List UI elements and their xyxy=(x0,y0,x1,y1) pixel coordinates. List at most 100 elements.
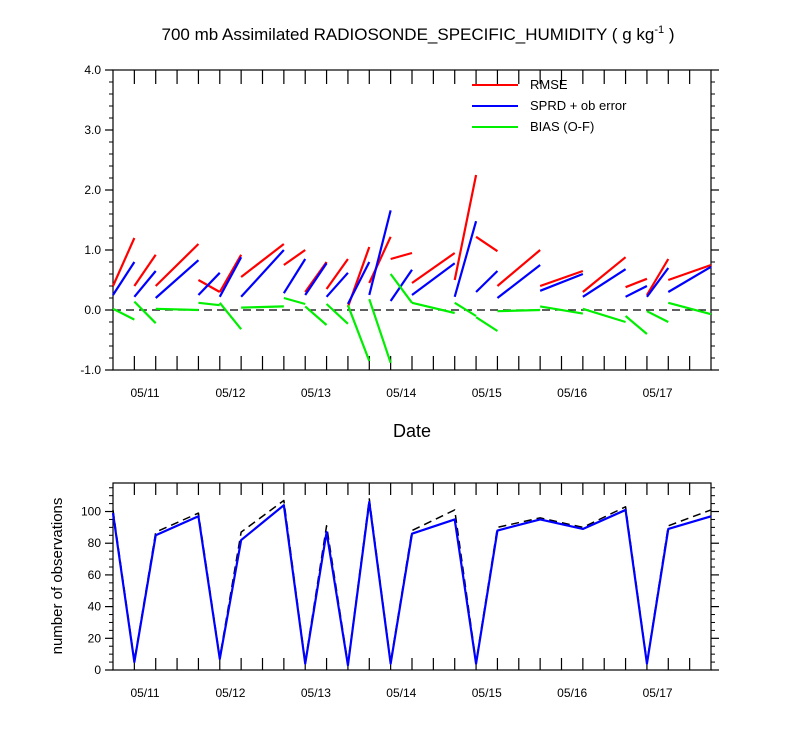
series-line-segment xyxy=(368,236,392,284)
legend-label: BIAS (O-F) xyxy=(530,119,594,134)
series-line-segment xyxy=(497,308,541,313)
legend-label: SPRD + ob error xyxy=(530,98,627,113)
series-line-segment xyxy=(218,256,243,298)
x-tick-label: 05/11 xyxy=(130,686,159,700)
series-line-segment xyxy=(539,272,584,292)
series-line-segment xyxy=(283,249,306,266)
series-line-segment xyxy=(582,268,627,298)
series-sprd-ob-error xyxy=(112,210,712,305)
series-line-segment xyxy=(197,279,221,293)
series-line-segment xyxy=(325,258,349,290)
series-line-segment xyxy=(241,305,284,309)
y-tick-label: 40 xyxy=(88,600,102,614)
series-line-segment xyxy=(475,270,499,293)
series-line-segment xyxy=(133,270,157,298)
series-line-segment xyxy=(389,273,413,304)
series-line-segment xyxy=(411,301,455,315)
series-line-segment xyxy=(197,272,221,296)
series-line-segment xyxy=(582,256,627,293)
series-line-segment xyxy=(240,249,285,298)
series-line-segment xyxy=(646,267,670,298)
observations-panel: 0 20 40 60 80 100 05/11 05/12 05/13 05/14 05/15 05/… xyxy=(81,482,719,700)
series-line-segment xyxy=(218,254,243,293)
series-line-segment xyxy=(539,305,584,315)
series-line-segment xyxy=(155,307,199,312)
observations-solid-line xyxy=(111,500,712,667)
x-tick-label: 05/14 xyxy=(386,686,416,700)
x-tick-label: 05/13 xyxy=(301,686,331,700)
x-tick-label: 05/16 xyxy=(557,386,587,400)
series-line-segment xyxy=(112,307,135,321)
series-line-segment xyxy=(582,307,626,324)
series-line-segment xyxy=(325,303,349,325)
series-line-segment xyxy=(625,285,648,298)
series-line-segment xyxy=(390,251,413,261)
y-tick-label: 80 xyxy=(88,536,102,550)
chart-title: 700 mb Assimilated RADIOSONDE_SPECIFIC_H… xyxy=(162,24,675,44)
series-line-segment xyxy=(282,258,307,294)
y-tick-label: 20 xyxy=(88,631,102,645)
y-tick-label: 2.0 xyxy=(84,183,101,197)
series-line-segment xyxy=(346,304,371,362)
x-tick-label: 05/17 xyxy=(643,686,673,700)
x-tick-label: 05/16 xyxy=(557,686,587,700)
series-line-segment xyxy=(112,261,136,296)
y-tick-label: 100 xyxy=(81,505,101,519)
series-line-segment xyxy=(668,301,712,316)
humidity-stats-panel: -1.0 0.0 1.0 2.0 3.0 4.0 05/11 05/12 05/13 05/14 0… xyxy=(80,63,719,400)
observations-dashed-line xyxy=(112,498,712,665)
series-line-segment xyxy=(389,269,413,302)
series-line-segment xyxy=(475,316,499,332)
y-tick-label: 60 xyxy=(88,568,102,582)
x-tick-label: 05/17 xyxy=(643,386,673,400)
series-line-segment xyxy=(453,174,478,281)
series-bias-o-f xyxy=(112,273,712,364)
x-tick-label: 05/12 xyxy=(215,386,245,400)
x-tick-label: 05/15 xyxy=(472,686,502,700)
series-line-segment xyxy=(346,261,371,305)
series-line-segment xyxy=(325,272,349,298)
y-tick-label: -1.0 xyxy=(80,363,101,377)
y-tick-label: 4.0 xyxy=(84,63,101,77)
series-line-segment xyxy=(198,301,220,307)
y-tick-label: 0.0 xyxy=(84,303,101,317)
series-line-segment xyxy=(454,301,477,317)
series-line-segment xyxy=(133,300,157,324)
x-tick-label: 05/13 xyxy=(301,386,331,400)
top-x-axis-label: Date xyxy=(393,421,431,441)
series-line-segment xyxy=(133,254,157,287)
y-tick-label: 3.0 xyxy=(84,123,101,137)
x-tick-label: 05/11 xyxy=(130,386,159,400)
series-line-segment xyxy=(304,305,328,326)
series-line-segment xyxy=(475,235,499,253)
y-tick-label: 0 xyxy=(94,663,101,677)
y-tick-label: 1.0 xyxy=(84,243,101,257)
series-line-segment xyxy=(368,210,392,296)
x-tick-label: 05/14 xyxy=(386,386,416,400)
series-line-segment xyxy=(304,262,328,296)
x-tick-label: 05/15 xyxy=(472,386,502,400)
series-line-segment xyxy=(539,269,584,288)
series-line-segment xyxy=(154,243,200,287)
series-line-segment xyxy=(646,310,669,323)
series-line-segment xyxy=(411,252,456,284)
series-line-segment xyxy=(240,243,285,278)
series-line-segment xyxy=(496,264,541,299)
series-line-segment xyxy=(625,277,648,289)
series-line-segment xyxy=(453,220,478,298)
series-line-segment xyxy=(218,302,242,330)
series-line-segment xyxy=(645,258,670,296)
series-line-segment xyxy=(368,298,392,364)
bottom-y-axis-label: number of observations xyxy=(49,498,66,655)
series-line-segment xyxy=(111,237,136,287)
x-tick-label: 05/12 xyxy=(215,686,245,700)
legend-label: RMSE xyxy=(530,77,568,92)
series-line-segment xyxy=(411,262,456,296)
series-line-segment xyxy=(667,263,712,282)
series-line-segment xyxy=(667,265,712,293)
series-line-segment xyxy=(154,259,200,299)
series-line-segment xyxy=(624,315,648,335)
series-rmse xyxy=(111,174,712,308)
plot-frame xyxy=(112,69,712,371)
